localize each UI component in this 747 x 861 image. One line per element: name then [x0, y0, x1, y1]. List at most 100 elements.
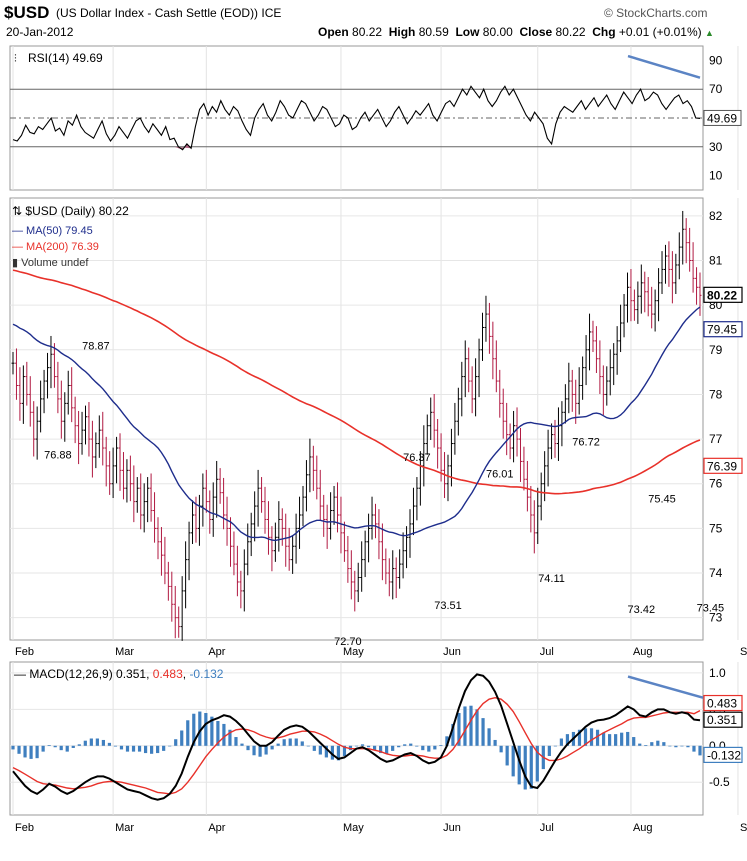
price-annotation: 75.45	[648, 493, 676, 505]
macd-histogram-bar	[565, 734, 570, 746]
macd-histogram-bar	[150, 745, 154, 754]
macd-legend-macd: 0.351	[116, 667, 146, 681]
macd-histogram-bar	[264, 745, 268, 755]
stockcharts-brand[interactable]: © StockCharts.com	[604, 6, 708, 20]
ma50-legend: — MA(50) 79.45	[12, 225, 93, 237]
chart-symbol: $USD	[4, 3, 50, 22]
macd-histogram-bar	[632, 737, 636, 746]
macd-hist-tag	[703, 746, 743, 764]
macd-histogram-bar	[403, 744, 407, 746]
macd-histogram-bar	[385, 745, 389, 754]
macd-histogram-bar	[312, 745, 316, 751]
macd-histogram-bar	[186, 720, 190, 746]
macd-histogram-bar	[71, 745, 75, 748]
macd-histogram-bar	[445, 736, 449, 746]
macd-histogram-bar	[107, 742, 112, 746]
macd-histogram-bar	[65, 745, 69, 752]
macd-histogram-bar	[294, 738, 298, 746]
macd-histogram-bar	[517, 745, 521, 785]
macd-histogram-bar	[180, 730, 184, 746]
macd-histogram-bar	[680, 745, 684, 747]
macd-histogram-bar	[421, 745, 425, 751]
price-tick-label: 73	[709, 611, 723, 625]
macd-frame	[9, 661, 704, 816]
high-label: High	[388, 25, 416, 39]
macd-histogram-bar	[210, 716, 214, 746]
macd-histogram-bar	[204, 713, 208, 746]
macd-histogram-bar	[119, 745, 124, 750]
macd-histogram-bar	[589, 728, 594, 746]
price-annotation: 73.42	[628, 604, 656, 616]
price-legend-title: ⇅ $USD (Daily) 80.22	[12, 204, 129, 218]
macd-signal-tag-text: 0.483	[707, 697, 737, 711]
price-month-label: Jul	[540, 646, 554, 658]
close-value-tag	[703, 286, 743, 303]
macd-histogram-bar	[101, 739, 105, 746]
rsi-tick-label: 30	[709, 140, 723, 154]
high-value: 80.59	[418, 25, 449, 39]
macd-histogram-bar	[451, 723, 455, 746]
macd-histogram-bar	[17, 745, 21, 754]
macd-histogram-bar	[481, 718, 485, 746]
macd-month-label: Mar	[115, 822, 134, 834]
macd-histogram-bar	[162, 745, 166, 751]
macd-histogram-bar	[198, 711, 202, 746]
macd-histogram-bar	[626, 731, 630, 746]
macd-histogram-bar	[644, 745, 648, 746]
macd-histogram-bar	[535, 745, 539, 782]
macd-legend-sep: ,	[183, 667, 190, 681]
macd-histogram-bar	[83, 740, 87, 746]
macd-legend-sep: ,	[146, 667, 153, 681]
macd-value-tag	[703, 711, 743, 728]
rsi-tick-label: 70	[709, 82, 723, 96]
macd-histogram-bar	[656, 740, 660, 746]
price-month-label: Apr	[208, 646, 225, 658]
macd-divergence-trendline	[627, 675, 704, 699]
macd-histogram-bar	[318, 745, 322, 755]
macd-histogram-bar	[698, 745, 702, 756]
macd-value-tag-text: 0.351	[707, 713, 737, 727]
macd-histogram-bar	[391, 745, 395, 751]
price-annotation: 73.45	[697, 603, 725, 615]
macd-histogram-bar	[608, 734, 612, 746]
macd-histogram-bar	[505, 745, 509, 766]
macd-histogram-bar	[324, 745, 328, 758]
macd-histogram-bar	[41, 745, 45, 752]
low-value: 80.00	[482, 25, 513, 39]
price-annotation: 76.72	[572, 437, 600, 449]
macd-histogram-bar	[662, 742, 666, 746]
ma200-legend: — MA(200) 76.39	[12, 241, 99, 253]
macd-histogram-bar	[547, 745, 551, 756]
macd-histogram-bar	[511, 745, 515, 777]
rsi-line	[12, 85, 701, 151]
macd-histogram-bar	[113, 745, 118, 747]
macd-month-label: Sep	[740, 822, 747, 834]
macd-histogram-bar	[348, 745, 353, 751]
macd-histogram-bar	[366, 745, 371, 748]
macd-histogram-bar	[553, 745, 557, 747]
chg-value: +0.01 (+0.01%)	[618, 25, 702, 39]
macd-histogram-bar	[614, 734, 618, 746]
macd-histogram-bar	[433, 745, 437, 750]
chart-date: 20-Jan-2012	[6, 25, 74, 39]
macd-histogram-bar	[234, 737, 238, 746]
open-label: Open	[318, 25, 349, 39]
macd-histogram-bar	[330, 745, 334, 760]
macd-histogram-bar	[258, 745, 262, 757]
macd-histogram-bar	[650, 742, 654, 746]
macd-month-label: Apr	[208, 822, 225, 834]
price-annotation: 72.70	[334, 636, 362, 648]
price-month-label: Aug	[633, 646, 653, 658]
macd-signal-tag	[703, 694, 743, 712]
price-tick-label: 76	[709, 477, 723, 491]
macd-legend-prefix: — MACD(12,26,9)	[14, 667, 116, 681]
rsi-legend: RSI(14) 49.69	[28, 51, 103, 65]
price-tick-label: 78	[709, 387, 723, 401]
macd-histogram-bar	[240, 743, 244, 746]
macd-histogram-bar	[469, 705, 473, 746]
ma50-line	[12, 306, 701, 542]
price-tick-label: 79	[709, 343, 723, 357]
rsi-legend-icon: ⫶	[14, 53, 17, 65]
macd-month-label: Feb	[15, 822, 34, 834]
macd-histogram-bar	[372, 745, 377, 751]
